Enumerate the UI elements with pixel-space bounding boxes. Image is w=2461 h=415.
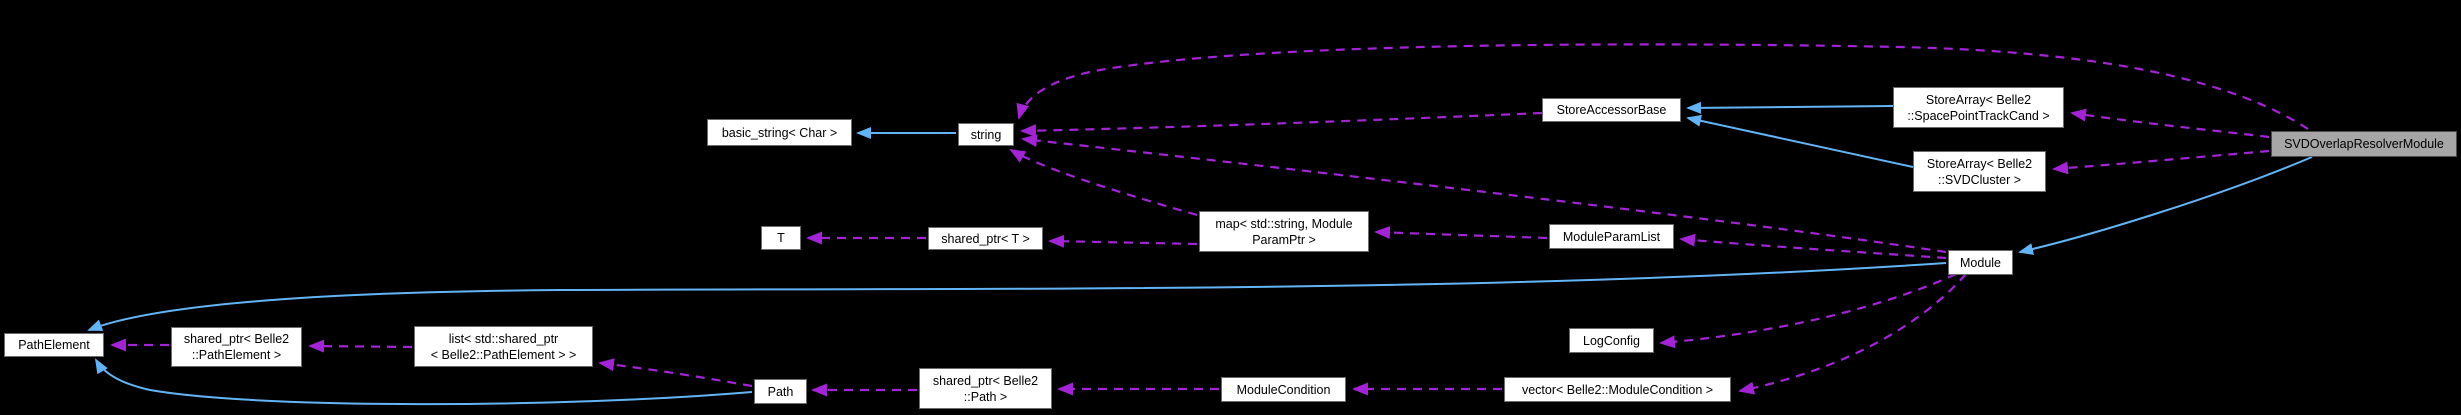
edge-usage-module-vectormodulecondition [1738,273,1967,395]
node-map-moduleparamptr[interactable]: map< std::string, Module ParamPtr > [1199,211,1369,252]
node-t[interactable]: T [761,226,801,250]
edge-usage-module-moduleparamlist [1679,233,1947,260]
edge-inheritance-storearray-spacepoint-storeaccessorbase [1686,101,1894,114]
node-pathelement[interactable]: PathElement [4,333,104,357]
node-sharedptr-t[interactable]: shared_ptr< T > [928,227,1043,250]
node-storearray-spacepointtrackcand[interactable]: StoreArray< Belle2 ::SpacePointTrackCand… [1893,87,2064,128]
edge-inheritance-path-pathelement [94,358,753,406]
node-vector-modulecondition[interactable]: vector< Belle2::ModuleCondition > [1504,377,1731,402]
edge-usage-map-string [1009,148,1198,217]
node-svdoverlapresolvermodule[interactable]: SVDOverlapResolverModule [2271,131,2457,157]
edge-usage-module-string [1021,134,1947,254]
edge-usage-svdoverlapresolvermodule-storearray-spacepoint [2070,108,2270,139]
node-storeaccessorbase[interactable]: StoreAccessorBase [1542,98,1681,122]
node-string[interactable]: string [958,123,1014,146]
node-sharedptr-path[interactable]: shared_ptr< Belle2 ::Path > [919,368,1052,409]
edge-usage-path-list [598,358,753,388]
edge-inheritance-storearray-svdcluster-storeaccessorbase [1686,114,1914,168]
node-moduleparamlist[interactable]: ModuleParamList [1549,224,1674,249]
edge-inheritance-svdoverlapresolvermodule-module [2018,156,2313,255]
edge-usage-moduleparamlist-map [1374,226,1548,240]
node-storearray-svdcluster[interactable]: StoreArray< Belle2 ::SVDCluster > [1913,151,2046,192]
node-sharedptr-pathelement[interactable]: shared_ptr< Belle2 ::PathElement > [171,327,302,367]
node-modulecondition[interactable]: ModuleCondition [1221,377,1346,402]
edge-usage-svdoverlapresolvermodule-storearray-svdcluster [2052,149,2270,175]
node-basic-string[interactable]: basic_string< Char > [707,119,852,146]
edge-usage-storeaccessorbase-string [1020,111,1543,138]
node-logconfig[interactable]: LogConfig [1569,328,1654,353]
edge-usage-module-logconfig [1659,273,1957,349]
edge-usage-svdoverlapresolvermodule-string [1016,43,2309,130]
node-list-sharedptr-pathelement[interactable]: list< std::shared_ptr < Belle2::PathElem… [414,326,593,367]
edge-inheritance-module-pathelement [87,262,1947,331]
node-path[interactable]: Path [754,379,807,404]
edge-usage-list-sharedptrpathelement [308,339,413,353]
node-module[interactable]: Module [1948,250,2013,275]
edge-usage-map-sharedptrt [1048,234,1198,248]
